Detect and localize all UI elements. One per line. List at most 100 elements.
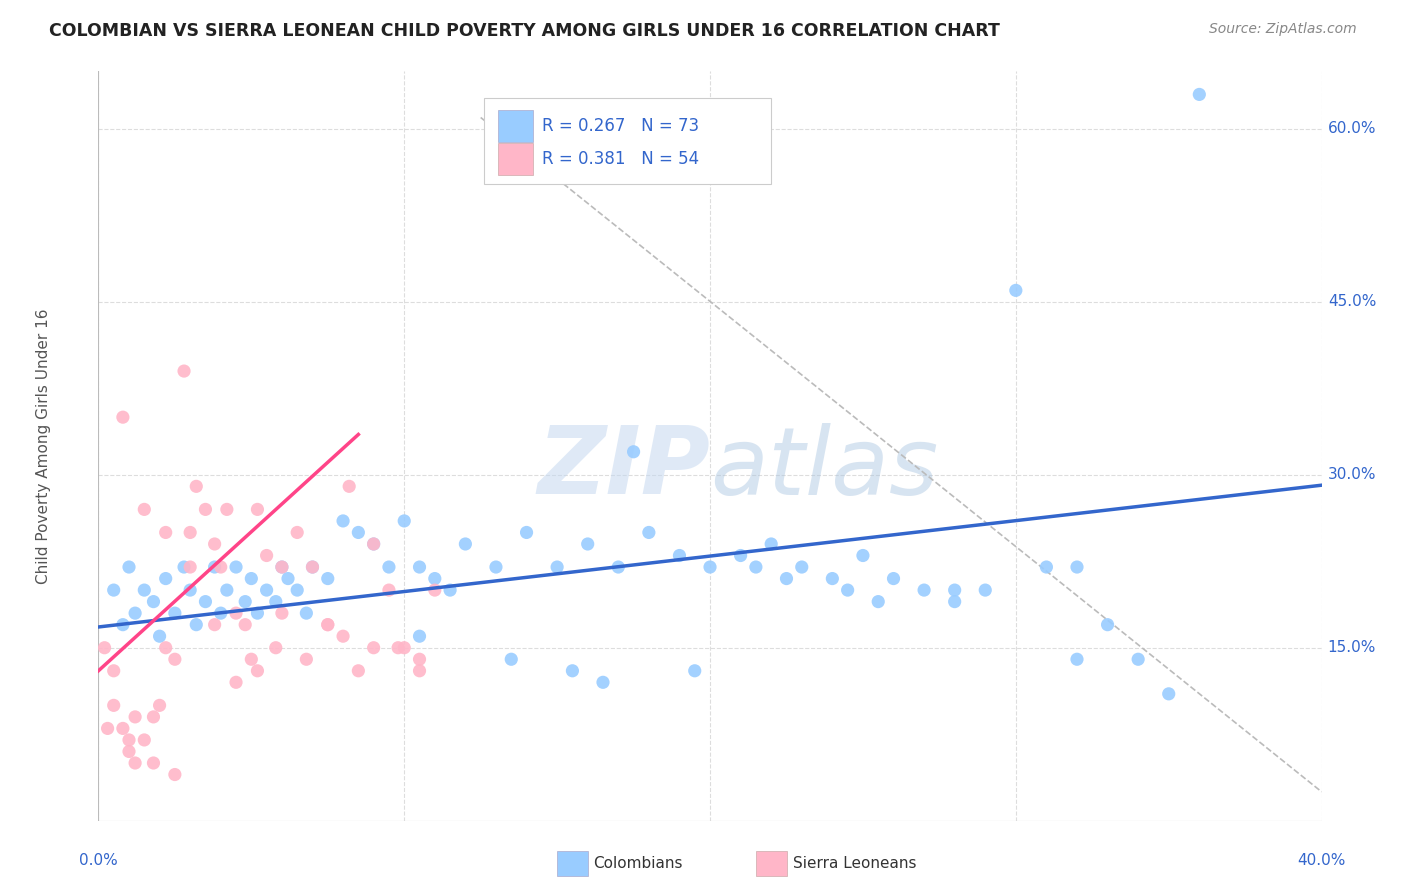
Point (173, 560, 195, 574)
Point (118, 733, 141, 747)
Point (790, 560, 813, 574)
Point (623, 444, 645, 458)
Point (233, 617, 256, 632)
Point (546, 560, 568, 574)
Point (194, 502, 217, 516)
Point (408, 664, 430, 678)
Text: 60.0%: 60.0% (1327, 121, 1376, 136)
Point (439, 583, 461, 598)
Point (316, 617, 339, 632)
Point (699, 560, 721, 574)
Point (378, 560, 401, 574)
Point (215, 502, 238, 516)
Bar (498, 144, 533, 175)
Text: Source: ZipAtlas.com: Source: ZipAtlas.com (1209, 22, 1357, 37)
Point (142, 594, 165, 608)
Point (124, 710, 146, 724)
Point (256, 549, 278, 563)
Point (1004, 284, 1026, 298)
Point (637, 525, 661, 540)
Point (204, 617, 226, 632)
Point (163, 652, 186, 666)
Point (408, 560, 430, 574)
Point (103, 583, 125, 598)
Point (347, 525, 370, 540)
Point (363, 537, 385, 551)
Point (240, 652, 263, 666)
Point (301, 560, 323, 574)
Point (118, 560, 141, 574)
Point (423, 572, 446, 586)
Point (363, 640, 385, 655)
Point (285, 525, 308, 540)
Point (155, 572, 177, 586)
Point (301, 560, 323, 574)
Text: 0.0%: 0.0% (79, 853, 118, 868)
Point (974, 583, 997, 598)
Point (316, 572, 339, 586)
Bar (557, 851, 588, 876)
Text: 30.0%: 30.0% (1327, 467, 1376, 483)
Text: COLOMBIAN VS SIERRA LEONEAN CHILD POVERTY AMONG GIRLS UNDER 16 CORRELATION CHART: COLOMBIAN VS SIERRA LEONEAN CHILD POVERT… (49, 22, 1000, 40)
Point (912, 583, 935, 598)
Point (124, 756, 146, 770)
Point (868, 594, 890, 608)
Point (93, 640, 115, 655)
Point (730, 549, 752, 563)
Point (233, 594, 256, 608)
Point (1128, 652, 1150, 666)
Point (378, 583, 401, 598)
Point (179, 525, 201, 540)
Point (142, 756, 165, 770)
Point (186, 479, 208, 493)
Point (347, 664, 370, 678)
Point (745, 560, 768, 574)
Point (943, 594, 966, 608)
Point (179, 583, 201, 598)
Point (209, 560, 232, 574)
Point (103, 698, 125, 713)
Bar (756, 851, 787, 876)
Point (759, 537, 782, 551)
Point (1066, 560, 1088, 574)
Point (516, 525, 538, 540)
Point (209, 606, 232, 620)
Point (270, 560, 292, 574)
Point (118, 744, 141, 758)
Text: Child Poverty Among Girls Under 16: Child Poverty Among Girls Under 16 (37, 309, 51, 583)
Text: Sierra Leoneans: Sierra Leoneans (793, 856, 917, 871)
Point (592, 675, 614, 690)
Point (423, 583, 446, 598)
Point (155, 525, 177, 540)
Point (1188, 87, 1211, 102)
Point (408, 629, 430, 643)
Point (943, 583, 966, 598)
Text: 45.0%: 45.0% (1327, 294, 1376, 310)
Point (179, 560, 201, 574)
Point (163, 767, 186, 781)
Point (295, 606, 318, 620)
Point (1035, 560, 1057, 574)
FancyBboxPatch shape (484, 97, 772, 184)
Point (852, 549, 875, 563)
Bar (498, 111, 533, 142)
Point (337, 479, 360, 493)
Point (408, 652, 430, 666)
Point (683, 664, 706, 678)
Point (387, 640, 409, 655)
Point (561, 664, 583, 678)
Point (295, 652, 318, 666)
Point (134, 583, 156, 598)
Point (256, 583, 278, 598)
Point (225, 560, 247, 574)
Point (194, 594, 217, 608)
Point (668, 549, 690, 563)
Point (134, 502, 156, 516)
Point (204, 537, 226, 551)
Point (1097, 617, 1119, 632)
Point (775, 572, 797, 586)
Point (837, 583, 859, 598)
Point (285, 583, 308, 598)
Point (454, 537, 477, 551)
Point (277, 572, 299, 586)
